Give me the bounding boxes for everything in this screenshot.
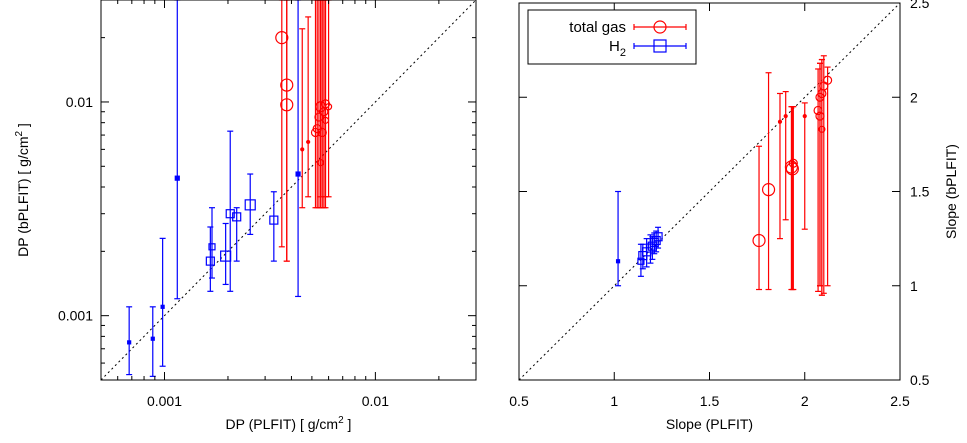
- diagonal-line: [519, 3, 900, 380]
- data-point: [275, 31, 289, 45]
- series-total-gas: [275, 0, 333, 262]
- y-axis-label-text: DP (bPLFIT) [ g/cm: [15, 137, 31, 257]
- data-point: [317, 127, 327, 138]
- x-tick-label: 1: [610, 393, 618, 409]
- x-tick-label: 0.5: [509, 393, 529, 409]
- legend-marker: [653, 20, 667, 34]
- x-axis-label: Slope (PLFIT): [666, 416, 753, 432]
- legend-label: H2: [609, 38, 626, 59]
- data-point: [280, 98, 294, 112]
- data-point: [225, 209, 235, 219]
- data-point: [306, 139, 311, 145]
- x-tick-label: 1.5: [700, 393, 720, 409]
- legend-label-text: H: [609, 38, 620, 55]
- data-point: [150, 336, 155, 341]
- x-axis-label-text: Slope (PLFIT): [666, 416, 753, 432]
- data-point: [269, 215, 279, 225]
- data-point: [174, 175, 180, 181]
- legend: total gas H2: [527, 9, 697, 65]
- y-axis-label: Slope (bPLFIT): [943, 144, 959, 239]
- data-point: [208, 243, 216, 251]
- legend-label-sub: 2: [620, 47, 626, 59]
- y-axis-label-sup: 2: [14, 131, 25, 137]
- data-point: [784, 160, 799, 174]
- y-axis-label-text: Slope (bPLFIT): [943, 144, 959, 239]
- data-point: [802, 113, 807, 119]
- x-axis-label-end: ]: [344, 416, 352, 432]
- y-tick-label: 2.5: [910, 0, 930, 11]
- data-point: [615, 259, 621, 264]
- y-tick-label: 0.01: [66, 94, 93, 110]
- data-point: [761, 183, 776, 197]
- series-total-gas: [752, 55, 833, 296]
- data-point: [205, 256, 215, 266]
- y-tick-label: 0.001: [58, 308, 93, 324]
- data-point: [324, 103, 333, 111]
- data-point: [777, 119, 783, 124]
- legend-label-text: total gas: [569, 19, 626, 36]
- x-tick-label: 2: [801, 393, 809, 409]
- y-tick-label: 1: [910, 278, 918, 294]
- x-axis-label-text: DP (PLFIT) [ g/cm: [226, 416, 339, 432]
- data-point: [295, 171, 301, 177]
- data-point: [752, 233, 766, 248]
- data-point: [160, 304, 165, 309]
- plot-frame: [100, 0, 477, 381]
- data-point: [783, 113, 788, 119]
- x-axis-label: DP (PLFIT) [ g/cm2 ]: [226, 415, 352, 432]
- y-tick-label: 0.5: [910, 372, 930, 388]
- y-tick-label: 1.5: [910, 184, 930, 200]
- data-point: [244, 199, 256, 211]
- data-point: [300, 147, 305, 152]
- data-point: [823, 75, 833, 85]
- data-point: [127, 340, 132, 345]
- data-point: [785, 162, 799, 176]
- legend-marker: [653, 39, 667, 53]
- series-h2: [126, 0, 302, 377]
- y-tick-label: 2: [910, 89, 918, 105]
- x-axis-label-sup: 2: [338, 415, 344, 426]
- data-point: [232, 212, 242, 222]
- x-tick-label: 0.001: [147, 393, 182, 409]
- x-tick-label: 2.5: [890, 393, 910, 409]
- data-point: [653, 232, 663, 242]
- y-axis-label-end: ]: [15, 123, 31, 131]
- legend-box: [527, 9, 697, 65]
- x-tick-label: 0.01: [362, 393, 389, 409]
- data-point: [818, 125, 826, 133]
- data-point: [788, 158, 798, 168]
- data-point: [314, 112, 324, 122]
- legend-label: total gas: [569, 19, 626, 36]
- series-h2: [615, 190, 663, 287]
- data-point: [637, 257, 645, 265]
- diagonal-line: [101, 0, 476, 380]
- y-axis-label: DP (bPLFIT) [ g/cm2 ]: [14, 123, 31, 257]
